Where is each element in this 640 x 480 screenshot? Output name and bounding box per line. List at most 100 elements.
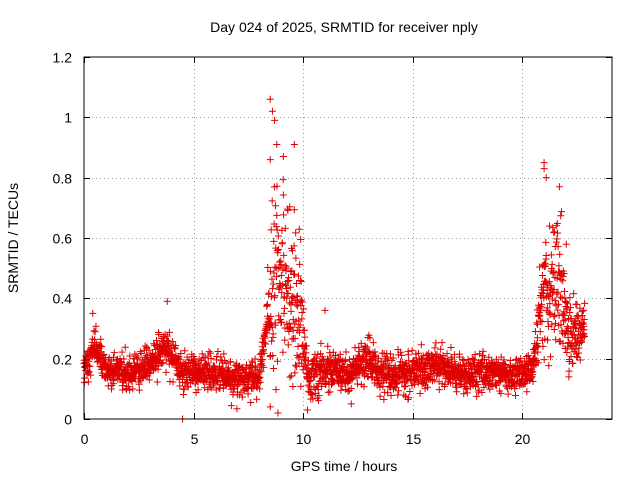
data-point — [279, 348, 287, 356]
data-point — [555, 337, 563, 345]
data-point — [551, 228, 559, 236]
data-point — [424, 383, 431, 391]
data-point — [300, 305, 308, 313]
data-point — [244, 390, 252, 398]
data-point — [369, 339, 377, 347]
data-point — [290, 270, 298, 278]
data-point — [302, 349, 310, 357]
data-point — [512, 356, 520, 364]
data-point — [135, 386, 143, 394]
data-point — [279, 281, 287, 289]
data-point — [430, 376, 438, 384]
data-point — [547, 251, 555, 259]
data-point — [547, 282, 555, 290]
data-point — [563, 349, 571, 357]
data-point — [184, 383, 192, 391]
data-point — [324, 388, 332, 396]
data-point — [555, 300, 563, 308]
data-point — [540, 159, 548, 167]
data-point — [314, 386, 322, 394]
data-point — [580, 316, 588, 324]
data-point — [567, 327, 575, 335]
data-point — [435, 386, 443, 394]
data-point — [269, 352, 277, 360]
data-point — [531, 355, 539, 363]
data-point — [502, 360, 510, 368]
data-point — [165, 328, 173, 336]
data-point — [238, 393, 246, 401]
data-point — [273, 182, 281, 190]
data-point — [288, 247, 296, 255]
data-point — [98, 342, 106, 350]
y-tick-label: 1 — [64, 110, 72, 126]
data-point — [418, 380, 426, 388]
data-point — [251, 362, 259, 370]
data-point — [494, 358, 502, 366]
data-point — [280, 309, 288, 317]
data-point — [550, 313, 558, 321]
data-point — [212, 386, 220, 394]
y-tick-label: 0.2 — [53, 352, 73, 368]
data-point — [371, 351, 379, 359]
data-point — [180, 385, 188, 393]
data-point — [486, 377, 494, 385]
data-point — [460, 390, 468, 398]
data-point — [427, 375, 435, 383]
data-point — [281, 336, 289, 344]
data-point — [214, 347, 222, 355]
data-point — [297, 382, 305, 390]
data-point — [529, 378, 537, 386]
data-point — [347, 400, 355, 408]
data-point — [145, 376, 153, 384]
data-point — [274, 232, 282, 240]
data-point — [268, 197, 276, 205]
data-point — [543, 304, 551, 312]
data-point — [320, 356, 328, 364]
data-point — [269, 330, 277, 338]
data-point — [353, 374, 361, 382]
data-point — [451, 360, 459, 368]
data-point — [553, 290, 561, 298]
data-point — [447, 343, 455, 351]
data-point — [284, 289, 292, 297]
data-point — [286, 283, 294, 291]
data-point — [267, 226, 275, 234]
data-point — [244, 383, 252, 391]
data-point — [432, 339, 440, 347]
data-point — [156, 353, 164, 361]
data-point — [387, 392, 395, 400]
data-point — [261, 334, 269, 342]
data-point — [558, 208, 566, 216]
data-point — [307, 391, 315, 399]
data-point — [279, 176, 287, 184]
data-point — [279, 266, 287, 274]
data-point — [90, 327, 98, 335]
data-point — [255, 366, 263, 374]
data-point — [553, 235, 561, 243]
data-point — [183, 378, 191, 386]
data-point — [295, 225, 303, 233]
data-point — [132, 352, 140, 360]
data-point — [202, 377, 210, 385]
data-point — [376, 383, 384, 391]
data-point — [126, 386, 134, 394]
data-point — [406, 388, 414, 396]
data-point — [294, 343, 302, 351]
data-point — [514, 377, 522, 385]
data-point — [404, 351, 412, 359]
data-point — [268, 107, 276, 115]
x-axis-title: GPS time / hours — [291, 458, 398, 474]
data-point — [253, 395, 261, 403]
data-point — [561, 287, 569, 295]
data-point — [259, 346, 267, 354]
data-point — [260, 363, 268, 371]
data-point — [278, 318, 286, 326]
data-point — [285, 277, 293, 284]
data-point — [534, 348, 542, 356]
data-point — [375, 354, 383, 362]
data-point — [181, 347, 189, 355]
data-point — [236, 362, 244, 370]
data-point — [258, 362, 266, 370]
data-point — [292, 254, 300, 262]
data-point — [279, 153, 287, 161]
